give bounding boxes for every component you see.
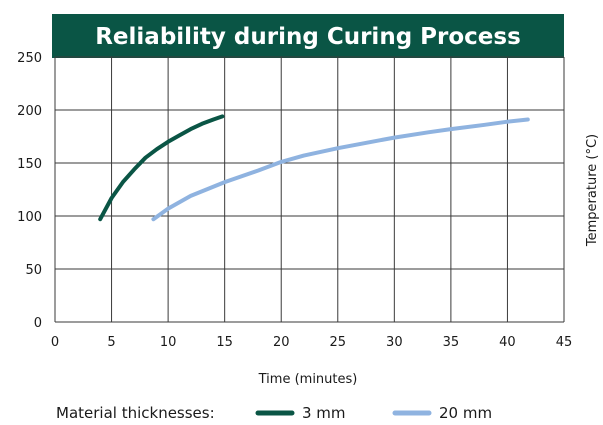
series (98, 114, 530, 222)
legend: Material thicknesses: 3 mm 20 mm (56, 404, 492, 422)
tick-labels: 0 5 10 15 20 25 30 35 40 45 0 50 100 150 200 250 (17, 51, 572, 350)
x-tick-label: 20 (273, 335, 290, 350)
legend-label-3mm: 3 mm (302, 404, 346, 422)
y-axis-label: Temperature (°C) (585, 134, 600, 247)
chart-title: Reliability during Curing Process (95, 24, 521, 50)
x-tick-label: 25 (330, 335, 347, 350)
series-line-3mm (98, 114, 225, 222)
y-tick-label: 250 (17, 51, 42, 66)
series-line-20mm (151, 117, 530, 222)
y-tick-label: 50 (25, 263, 42, 278)
x-tick-label: 40 (499, 335, 516, 350)
x-axis-label: Time (minutes) (258, 372, 358, 387)
y-tick-label: 0 (34, 316, 42, 331)
x-tick-label: 5 (107, 335, 115, 350)
x-tick-label: 30 (386, 335, 403, 350)
x-tick-label: 35 (443, 335, 460, 350)
y-tick-label: 100 (17, 210, 42, 225)
legend-label-20mm: 20 mm (439, 404, 492, 422)
x-tick-label: 45 (556, 335, 573, 350)
y-tick-label: 150 (17, 157, 42, 172)
y-tick-label: 200 (17, 104, 42, 119)
legend-title: Material thicknesses: (56, 404, 215, 422)
x-tick-label: 10 (160, 335, 177, 350)
grid (54, 56, 565, 323)
x-tick-label: 0 (51, 335, 59, 350)
x-tick-label: 15 (216, 335, 233, 350)
title-banner (52, 14, 564, 58)
